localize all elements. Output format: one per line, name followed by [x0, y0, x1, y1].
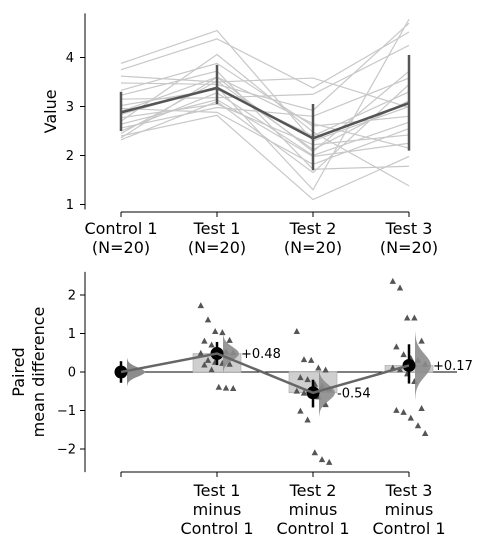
paired-difference-point — [197, 349, 204, 356]
paired-difference-point — [300, 389, 308, 396]
y-tick-label: 2 — [66, 149, 74, 164]
paired-difference-point — [300, 356, 308, 363]
mean-line — [120, 86, 410, 140]
paired-difference-point — [311, 449, 318, 456]
x-tick-label: minus — [385, 500, 434, 519]
paired-difference-point — [407, 414, 414, 421]
paired-difference-point — [208, 341, 215, 348]
x-tick-label: Test 3 — [385, 481, 433, 500]
paired-difference-point — [315, 364, 322, 371]
paired-difference-point — [414, 422, 422, 429]
effect-trend-line — [120, 352, 410, 395]
x-tick-label: (N=20) — [380, 238, 438, 257]
paired-difference-point — [326, 458, 333, 465]
paired-difference-point — [222, 384, 230, 391]
paired-line — [120, 53, 410, 187]
x-tick-label: Control 1 — [372, 519, 445, 538]
paired-difference-point — [297, 374, 304, 381]
y-tick-label: 3 — [66, 100, 74, 115]
paired-difference-point — [393, 406, 400, 413]
x-tick-label: Test 1 — [193, 219, 241, 238]
y-tick-label: −2 — [57, 443, 76, 458]
y-axis-title: Paired — [9, 347, 28, 396]
paired-difference-point — [389, 277, 396, 284]
x-tick-label: minus — [289, 500, 338, 519]
paired-difference-point — [308, 356, 315, 363]
y-tick-label: 1 — [66, 198, 74, 213]
x-tick-label: Test 2 — [289, 219, 337, 238]
paired-difference-point — [226, 360, 233, 367]
paired-difference-point — [208, 366, 215, 373]
paired-difference-point — [204, 316, 212, 323]
paired-line — [120, 114, 410, 201]
paired-line — [120, 31, 410, 89]
paired-difference-point — [304, 416, 311, 423]
y-axis-title: mean difference — [29, 307, 48, 438]
x-tick-label: Control 1 — [180, 519, 253, 538]
paired-difference-point — [400, 351, 407, 358]
paired-difference-point — [404, 314, 411, 321]
bootstrap-distribution — [319, 369, 335, 417]
paired-line — [120, 44, 410, 100]
paired-difference-point — [422, 430, 429, 436]
paired-line — [120, 75, 410, 109]
paired-difference-point — [322, 366, 329, 373]
paired-difference-point — [297, 407, 304, 414]
paired-difference-point — [393, 343, 400, 350]
paired-difference-point — [215, 383, 222, 390]
paired-line — [120, 76, 410, 149]
paired-line — [120, 18, 410, 191]
y-tick-label: 1 — [68, 327, 76, 342]
paired-line — [120, 70, 410, 170]
paired-difference-point — [418, 404, 425, 411]
paired-difference-point — [219, 329, 226, 336]
bootstrap-distribution — [415, 331, 431, 400]
paired-line — [120, 29, 410, 142]
bootstrap-distribution — [223, 333, 239, 374]
paired-difference-point — [204, 356, 212, 363]
effect-size-label: +0.17 — [433, 359, 473, 374]
paired-difference-point — [304, 376, 311, 383]
paired-difference-point — [396, 284, 404, 291]
x-tick-label: Test 1 — [193, 481, 241, 500]
effect-size-label: +0.48 — [241, 347, 281, 362]
x-tick-label: Control 1 — [84, 219, 157, 238]
paired-difference-point — [201, 361, 208, 368]
paired-line — [120, 98, 410, 158]
y-tick-label: −1 — [57, 404, 76, 419]
effect-size-label: -0.54 — [337, 386, 371, 401]
paired-difference-point — [293, 327, 300, 334]
x-tick-label: Control 1 — [276, 519, 349, 538]
paired-difference-point — [418, 337, 425, 344]
paired-line — [120, 92, 410, 157]
paired-difference-point — [226, 336, 233, 343]
x-tick-label: minus — [193, 500, 242, 519]
y-tick-label: 2 — [68, 289, 76, 304]
bootstrap-distribution — [127, 358, 145, 386]
paired-difference-point — [212, 327, 219, 334]
paired-difference-point — [396, 366, 404, 373]
paired-difference-point — [293, 387, 300, 394]
y-tick-label: 4 — [66, 51, 74, 66]
x-tick-label: Test 3 — [385, 219, 433, 238]
paired-difference-point — [318, 456, 326, 463]
x-tick-label: (N=20) — [92, 238, 150, 257]
paired-difference-point — [411, 314, 418, 321]
paired-difference-point — [201, 337, 208, 344]
paired-difference-point — [230, 384, 237, 391]
paired-line — [120, 84, 410, 174]
y-tick-label: 0 — [68, 366, 76, 381]
x-tick-label: (N=20) — [188, 238, 246, 257]
x-tick-label: (N=20) — [284, 238, 342, 257]
paired-difference-point — [197, 302, 204, 309]
paired-difference-point — [400, 408, 407, 415]
y-axis-title: Value — [41, 89, 60, 133]
paired-difference-point — [322, 401, 329, 408]
x-tick-label: Test 2 — [289, 481, 337, 500]
